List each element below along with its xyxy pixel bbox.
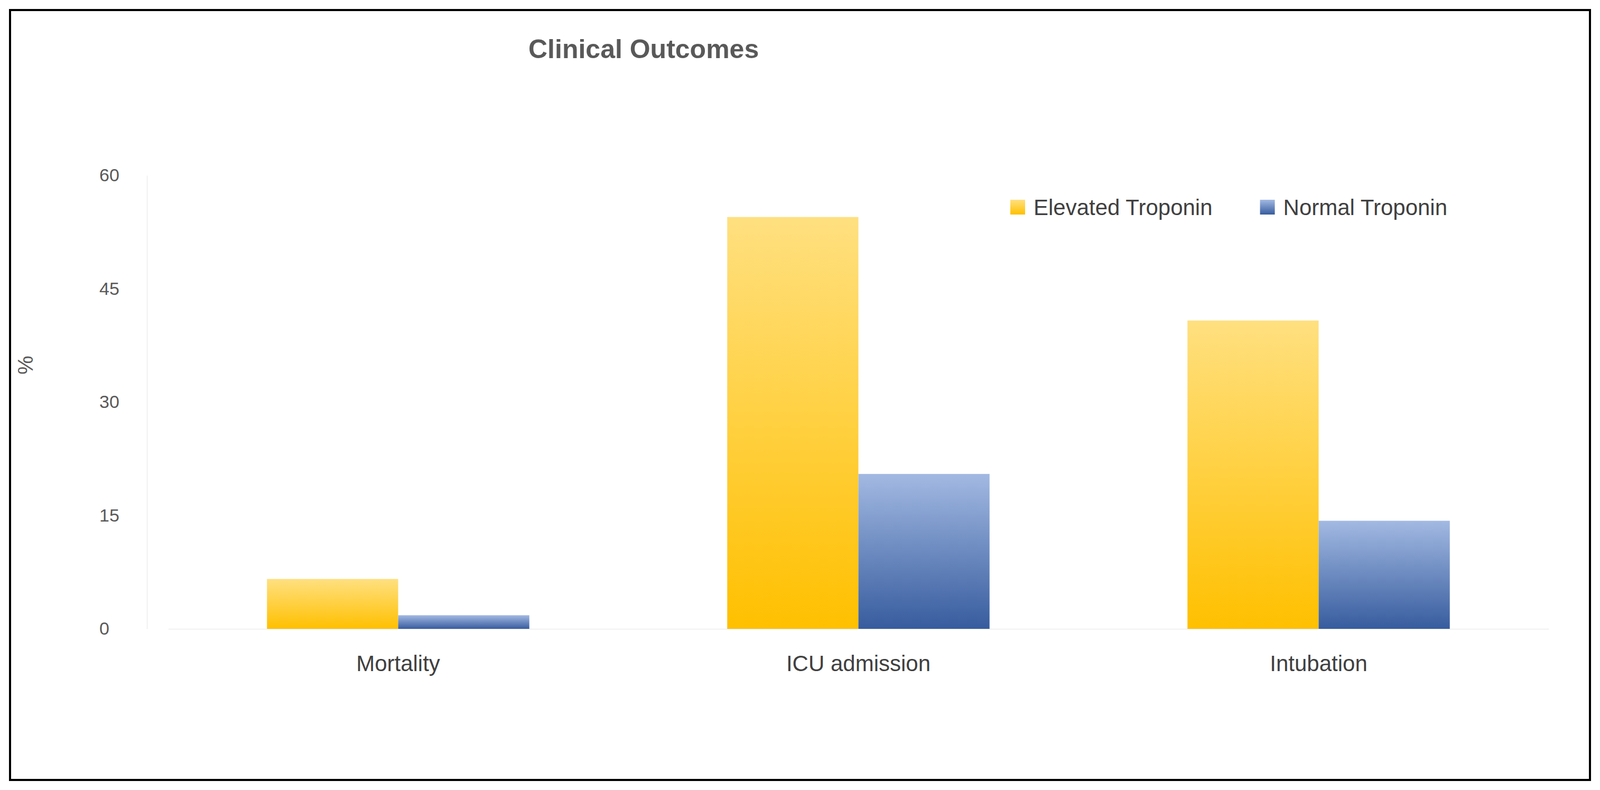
x-tick: Intubation — [1269, 650, 1368, 676]
legend: Elevated Troponin Normal Troponin — [1010, 194, 1448, 220]
y-axis: 0 15 30 45 60 — [99, 164, 148, 639]
legend-label: Normal Troponin — [1283, 194, 1448, 220]
y-tick-label: 15 — [99, 505, 120, 526]
legend-item: Elevated Troponin — [1010, 194, 1213, 220]
y-axis-title: % — [13, 355, 37, 375]
bars — [266, 217, 1450, 629]
y-axis-line — [146, 175, 148, 630]
legend-item: Normal Troponin — [1260, 194, 1448, 220]
y-tick: 60 — [99, 164, 147, 185]
y-tick-label: 0 — [99, 618, 110, 639]
legend-label: Elevated Troponin — [1033, 194, 1213, 220]
x-axis: Mortality ICU admission Intubation — [168, 629, 1550, 676]
x-tick: ICU admission — [786, 650, 931, 676]
x-axis-line — [168, 628, 1550, 630]
bar — [1318, 521, 1450, 629]
title: Clinical Outcomes — [528, 34, 759, 64]
bar — [858, 473, 990, 629]
y-tick: 15 — [99, 505, 147, 526]
bar — [727, 217, 859, 629]
legend-swatch — [1010, 199, 1026, 215]
legend-swatch — [1260, 199, 1276, 215]
y-tick-label: 60 — [99, 164, 120, 185]
y-tick-label: 30 — [99, 391, 120, 412]
x-tick-label: Mortality — [356, 650, 441, 676]
chart: Clinical Outcomes% 0 15 30 45 60 Mortality ICU … — [0, 0, 1600, 790]
frame — [10, 10, 1590, 780]
y-tick: 30 — [99, 391, 147, 412]
bar — [1187, 320, 1319, 629]
y-tick: 0 — [99, 618, 147, 639]
x-tick-label: Intubation — [1269, 650, 1368, 676]
y-tick: 45 — [99, 278, 147, 299]
x-tick: Mortality — [356, 650, 441, 676]
bar — [266, 579, 398, 629]
bar — [398, 615, 530, 629]
y-tick-label: 45 — [99, 278, 120, 299]
x-tick-label: ICU admission — [786, 650, 931, 676]
